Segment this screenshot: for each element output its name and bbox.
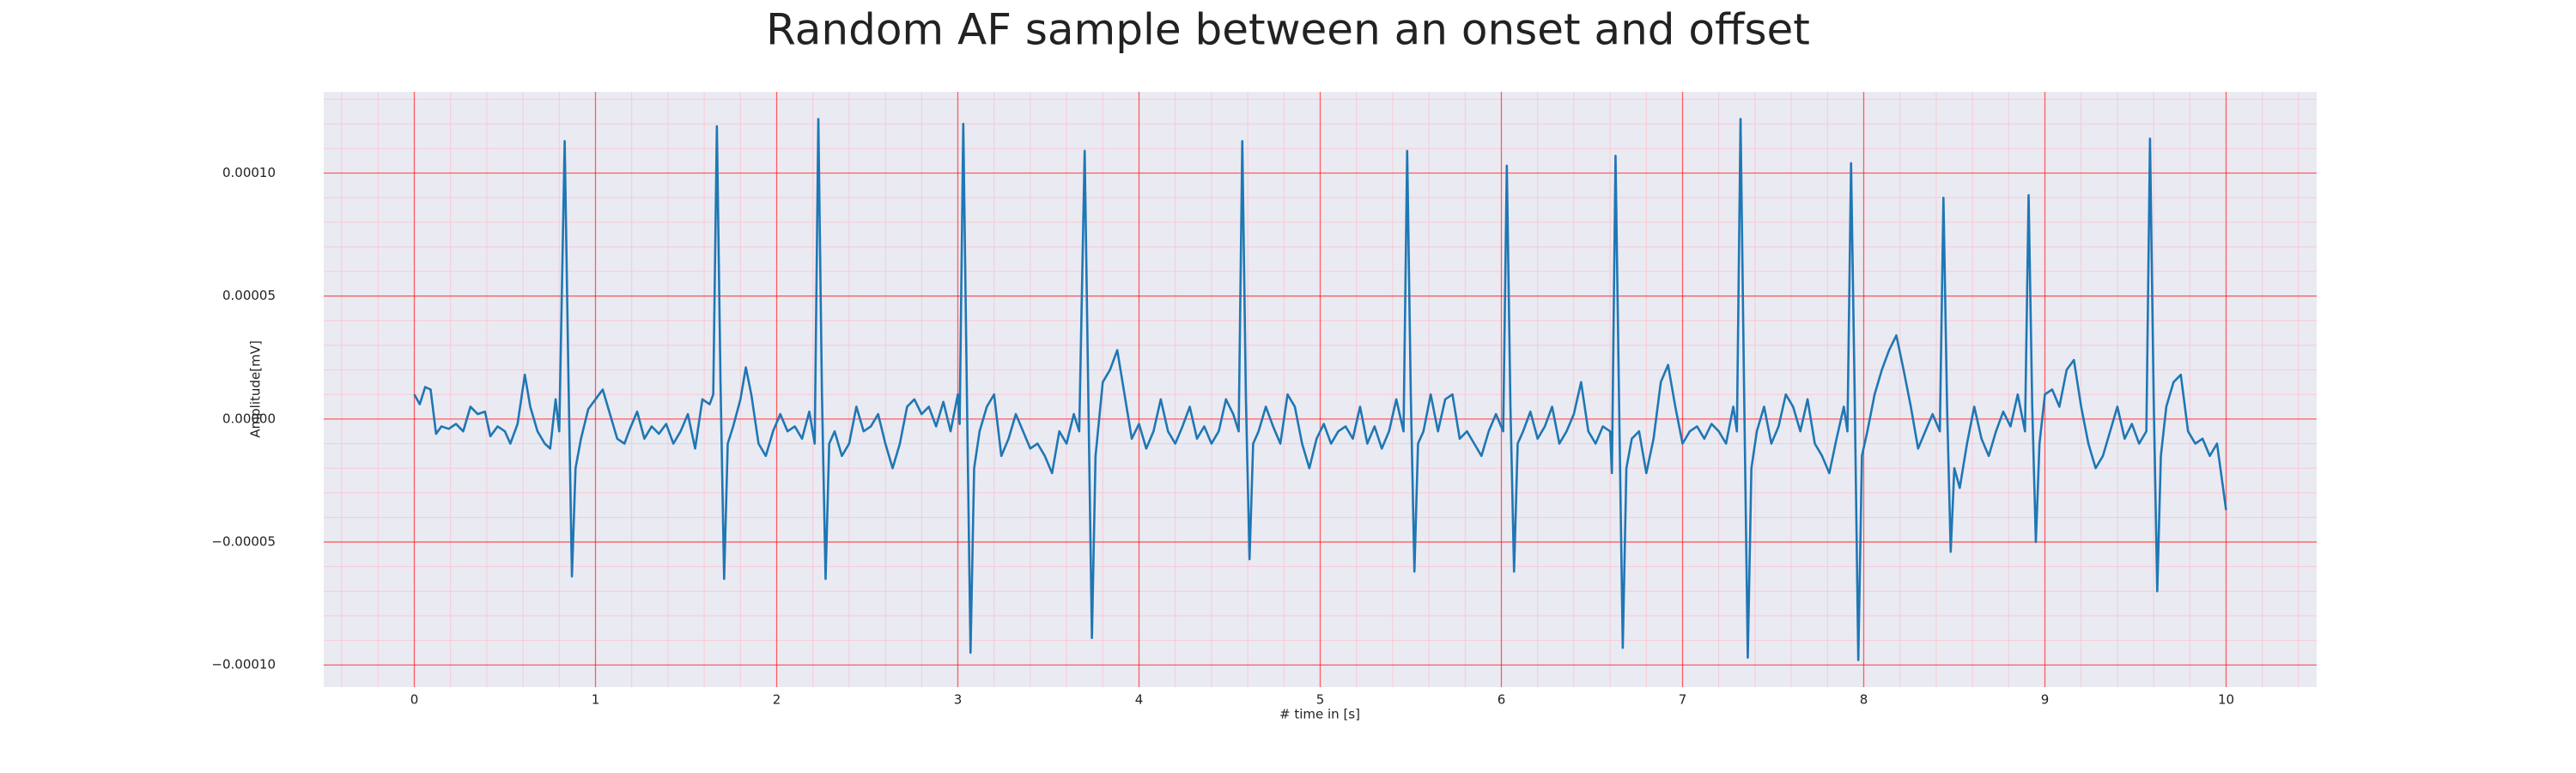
x-tick-label: 5	[1316, 692, 1325, 708]
x-axis-label: # time in [s]	[1279, 707, 1360, 722]
plot-area	[413, 118, 2227, 661]
x-tick-label: 4	[1135, 692, 1144, 708]
signal-line	[413, 118, 2227, 661]
x-tick-label: 7	[1679, 692, 1687, 708]
chart-title: Random AF sample between an onset and of…	[766, 5, 1810, 55]
y-tick-label: 0.00005	[222, 288, 276, 303]
x-tick-label: 6	[1498, 692, 1506, 708]
y-tick-label: 0.00000	[222, 411, 276, 426]
y-tick-label: −0.00010	[211, 657, 276, 673]
y-tick-label: 0.00010	[222, 165, 276, 180]
x-tick-label: 8	[1860, 692, 1868, 708]
y-tick-label: −0.00005	[211, 534, 276, 550]
x-tick-label: 10	[2218, 692, 2234, 708]
x-tick-label: 3	[954, 692, 963, 708]
grid	[324, 92, 2317, 687]
x-tick-label: 9	[2041, 692, 2050, 708]
x-tick-label: 1	[592, 692, 600, 708]
x-tick-label: 0	[410, 692, 419, 708]
x-tick-label: 2	[773, 692, 781, 708]
y-axis-label: Amplitude[mV]	[248, 340, 264, 437]
